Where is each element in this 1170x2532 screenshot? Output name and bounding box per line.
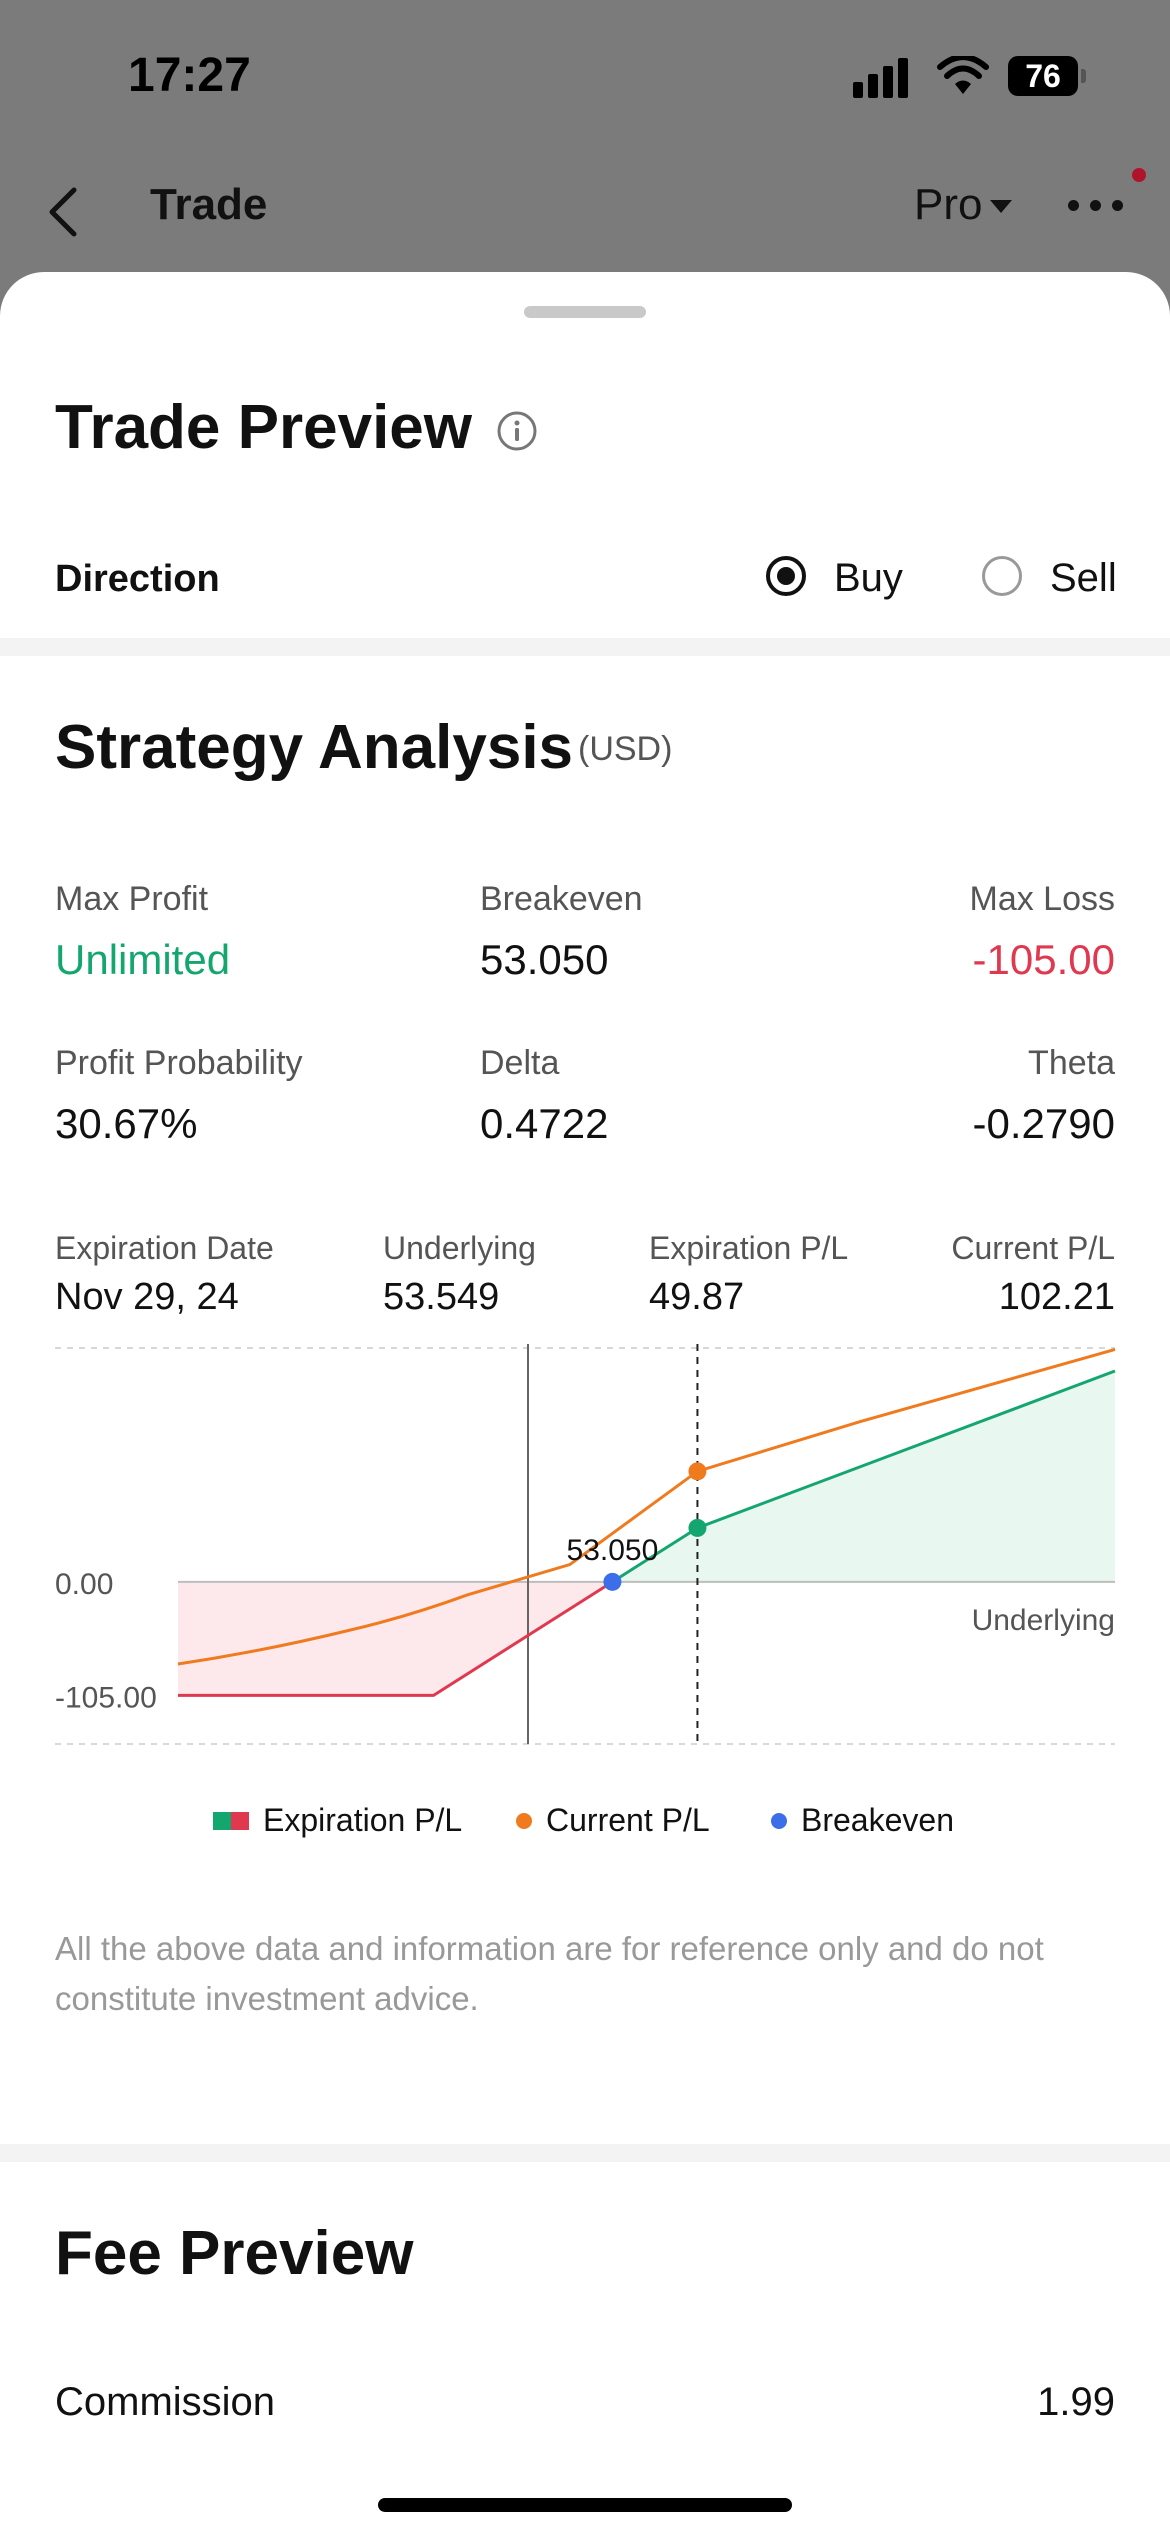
max-loss-value: -105.00 <box>972 936 1115 983</box>
trade-preview-title: Trade Preview <box>55 393 473 462</box>
y-tick-max-loss: -105.00 <box>55 1681 157 1714</box>
currency-label: (USD) <box>578 730 673 768</box>
max-loss-label: Max Loss <box>969 880 1116 918</box>
sell-label[interactable]: Sell <box>1050 556 1117 600</box>
fee-preview-title: Fee Preview <box>55 2219 414 2288</box>
sheet-grabber[interactable] <box>524 306 646 318</box>
section-divider <box>0 638 1170 656</box>
buy-radio[interactable] <box>766 556 806 596</box>
delta-label: Delta <box>480 1044 560 1082</box>
delta-value: 0.4722 <box>480 1100 609 1147</box>
direction-label: Direction <box>55 558 220 600</box>
current-dot-icon <box>516 1812 532 1829</box>
profit-probability-value: 30.67% <box>55 1100 198 1147</box>
section-divider-2 <box>0 2144 1170 2162</box>
status-time: 17:27 <box>128 49 251 102</box>
loss-area <box>178 1581 613 1696</box>
buy-label[interactable]: Buy <box>834 556 903 600</box>
nav-title: Trade <box>150 180 268 229</box>
commission-label: Commission <box>55 2380 276 2424</box>
profit-probability-label: Profit Probability <box>55 1044 303 1082</box>
current-pl-label: Current P/L <box>951 1230 1115 1266</box>
expiration-pl-label: Expiration P/L <box>649 1230 849 1266</box>
caret-down-icon[interactable] <box>990 200 1012 213</box>
underlying-value: 53.549 <box>383 1276 500 1318</box>
info-icon[interactable] <box>496 410 538 452</box>
breakeven-marker <box>603 1572 622 1591</box>
legend-current-label: Current P/L <box>546 1802 710 1838</box>
underlying-label: Underlying <box>383 1230 536 1266</box>
nav-bar: Trade Pro <box>0 150 1170 270</box>
expiration-pl-value: 49.87 <box>649 1276 745 1318</box>
notification-dot <box>1132 168 1146 182</box>
status-bar: 17:27 76 <box>0 0 1170 150</box>
max-profit-label: Max Profit <box>55 880 209 918</box>
legend-expiration-label: Expiration P/L <box>263 1802 463 1838</box>
x-axis-label: Underlying <box>972 1604 1115 1637</box>
sell-radio[interactable] <box>982 556 1022 596</box>
strategy-analysis-title: Strategy Analysis <box>55 713 574 782</box>
commission-value: 1.99 <box>1037 2380 1115 2424</box>
expiration-date-label: Expiration Date <box>55 1230 274 1266</box>
current-pl-line <box>177 1347 1116 1666</box>
theta-label: Theta <box>1028 1044 1115 1082</box>
trade-preview-sheet: Trade Preview Direction Buy Sell Strateg… <box>0 272 1170 2532</box>
pl-chart[interactable]: 0.00 -105.00 53.050 Underlying <box>0 1344 1170 1844</box>
current-pl-value: 102.21 <box>998 1276 1115 1318</box>
battery-icon: 76 <box>1008 56 1086 96</box>
expiration-pl-marker <box>688 1518 707 1537</box>
current-pl-marker <box>688 1462 707 1481</box>
disclaimer-text: All the above data and information are f… <box>55 1930 1044 2017</box>
legend-current: Current P/L <box>516 1802 710 1839</box>
breakeven-dot-icon <box>771 1812 787 1829</box>
chart-legend: Expiration P/L Current P/L Breakeven <box>0 1802 1170 1852</box>
cellular-signal-icon <box>853 58 913 98</box>
theta-value: -0.2790 <box>972 1100 1115 1147</box>
max-profit-value: Unlimited <box>55 936 231 983</box>
mode-switch[interactable]: Pro <box>914 180 983 229</box>
legend-breakeven: Breakeven <box>771 1802 954 1839</box>
expiration-date-value: Nov 29, 24 <box>55 1276 239 1318</box>
legend-expiration: Expiration P/L <box>213 1802 462 1839</box>
y-tick-zero: 0.00 <box>55 1568 113 1601</box>
breakeven-value: 53.050 <box>480 936 609 983</box>
back-chevron-icon[interactable] <box>38 182 98 242</box>
breakeven-label: Breakeven <box>480 880 643 918</box>
breakeven-data-label: 53.050 <box>567 1534 659 1567</box>
expiration-pl-loss-line <box>178 1580 614 1697</box>
wifi-icon <box>937 56 989 94</box>
expiration-swatch-icon <box>213 1811 249 1830</box>
profit-area <box>612 1371 1115 1582</box>
home-indicator <box>378 2498 792 2512</box>
more-icon[interactable] <box>1068 200 1128 220</box>
legend-breakeven-label: Breakeven <box>801 1802 954 1838</box>
